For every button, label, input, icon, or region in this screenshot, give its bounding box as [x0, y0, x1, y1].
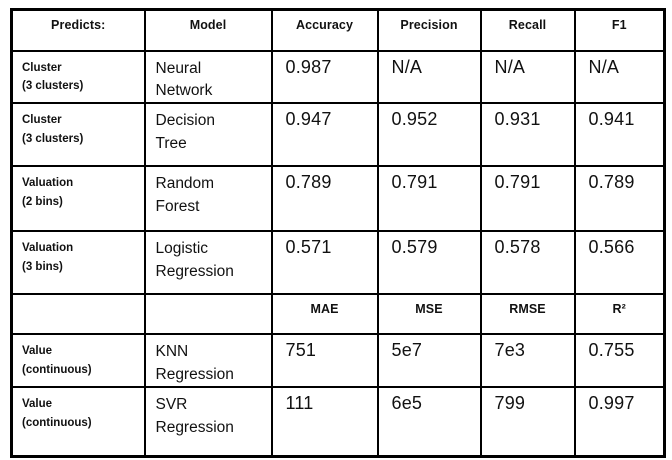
cell-predicts: Valuation (2 bins): [10, 165, 146, 233]
header-f1: F1: [573, 8, 666, 52]
cell-model: Logistic Regression: [143, 230, 273, 296]
table-row-random-forest: Valuation (2 bins) Random Forest 0.789 0…: [10, 165, 666, 233]
cell-accuracy: 0.947: [270, 102, 379, 168]
cell-model: Neural Network: [143, 49, 273, 105]
header-row-classification: Predicts: Model Accuracy Precision Recal…: [10, 8, 666, 52]
cell-mse: 6e5: [376, 386, 482, 458]
header-accuracy: Accuracy: [270, 8, 379, 52]
table-row-decision-tree: Cluster (3 clusters) Decision Tree 0.947…: [10, 102, 666, 168]
cell-r-squared: 0.755: [573, 333, 666, 389]
cell-f1: 0.941: [573, 102, 666, 168]
cell-recall: N/A: [479, 49, 576, 105]
cell-model: Random Forest: [143, 165, 273, 233]
cell-f1: 0.789: [573, 165, 666, 233]
cell-predicts: Value (continuous): [10, 333, 146, 389]
cell-rmse: 7e3: [479, 333, 576, 389]
cell-recall: 0.578: [479, 230, 576, 296]
table-row-neural-network: Cluster (3 clusters) Neural Network 0.98…: [10, 49, 666, 105]
cell-predicts: Valuation (3 bins): [10, 230, 146, 296]
header-row-regression: MAE MSE RMSE R²: [10, 293, 666, 336]
cell-mae: 751: [270, 333, 379, 389]
cell-predicts: Cluster (3 clusters): [10, 102, 146, 168]
cell-precision: N/A: [376, 49, 482, 105]
header-r-squared: R²: [573, 293, 666, 336]
cell-accuracy: 0.987: [270, 49, 379, 105]
cell-recall: 0.791: [479, 165, 576, 233]
cell-f1: N/A: [573, 49, 666, 105]
cell-accuracy: 0.789: [270, 165, 379, 233]
header-mae: MAE: [270, 293, 379, 336]
cell-precision: 0.791: [376, 165, 482, 233]
header-predicts: Predicts:: [10, 8, 146, 52]
mid-header-empty: [143, 293, 273, 336]
cell-mse: 5e7: [376, 333, 482, 389]
cell-f1: 0.566: [573, 230, 666, 296]
cell-precision: 0.579: [376, 230, 482, 296]
cell-predicts: Cluster (3 clusters): [10, 49, 146, 105]
cell-model: Decision Tree: [143, 102, 273, 168]
header-precision: Precision: [376, 8, 482, 52]
header-model: Model: [143, 8, 273, 52]
cell-accuracy: 0.571: [270, 230, 379, 296]
header-recall: Recall: [479, 8, 576, 52]
table-row-logistic-regression: Valuation (3 bins) Logistic Regression 0…: [10, 230, 666, 296]
table-row-knn-regression: Value (continuous) KNN Regression 751 5e…: [10, 333, 666, 389]
cell-model: KNN Regression: [143, 333, 273, 389]
cell-r-squared: 0.997: [573, 386, 666, 458]
cell-model: SVR Regression: [143, 386, 273, 458]
cell-rmse: 799: [479, 386, 576, 458]
table-row-svr-regression: Value (continuous) SVR Regression 111 6e…: [10, 386, 666, 458]
cell-recall: 0.931: [479, 102, 576, 168]
cell-mae: 111: [270, 386, 379, 458]
header-rmse: RMSE: [479, 293, 576, 336]
header-mse: MSE: [376, 293, 482, 336]
results-table: Predicts: Model Accuracy Precision Recal…: [10, 8, 666, 458]
mid-header-empty: [10, 293, 146, 336]
cell-predicts: Value (continuous): [10, 386, 146, 458]
cell-precision: 0.952: [376, 102, 482, 168]
